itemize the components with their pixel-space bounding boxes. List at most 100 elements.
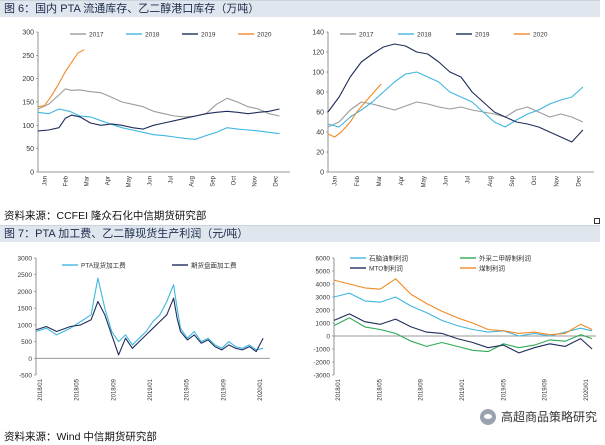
series-line-1 — [37, 108, 280, 140]
y-tick-label: -2000 — [313, 360, 330, 367]
x-tick-label: 2019/09 — [543, 378, 549, 400]
series-line-1 — [35, 297, 264, 356]
series-line-1 — [333, 317, 593, 353]
y-tick-label: 80 — [316, 90, 324, 97]
y-tick-label: 0 — [28, 356, 32, 363]
series-line-0 — [37, 88, 280, 118]
x-tick-label: Jan — [333, 176, 339, 186]
x-tick-label: Jun — [443, 176, 449, 186]
y-tick-label: 140 — [312, 30, 324, 37]
y-tick-label: 500 — [21, 339, 32, 346]
x-tick-label: Aug — [488, 176, 494, 187]
x-tick-label: Mar — [84, 176, 90, 186]
y-tick-label: 120 — [312, 50, 324, 57]
x-tick-label: Feb — [63, 175, 69, 186]
x-tick-label: 2019/05 — [501, 378, 507, 400]
series-line-2 — [37, 108, 280, 132]
legend-label: 期货盘面加工费 — [191, 261, 237, 270]
x-tick-label: Apr — [399, 176, 405, 185]
x-tick-label: May — [126, 176, 132, 187]
x-tick-label: 2019/01 — [148, 378, 154, 400]
y-tick-label: 3000 — [18, 256, 33, 263]
y-tick-label: 50 — [26, 146, 34, 153]
figure-7-title: 图 7：PTA 加工费、乙二醇现货生产利润（元/吨） — [0, 225, 600, 242]
series-line-1 — [327, 71, 584, 128]
figure-6-title: 图 6：国内 PTA 流通库存、乙二醇港口库存（万吨） — [0, 0, 600, 17]
series-line-2 — [327, 43, 584, 143]
y-tick-label: 200 — [22, 76, 34, 83]
x-tick-label: Jan — [42, 176, 48, 186]
legend-label: MTO制利润 — [369, 264, 403, 273]
x-tick-label: Nov — [252, 176, 258, 187]
x-tick-label: 2018/05 — [75, 378, 81, 400]
x-tick-label: Aug — [189, 176, 195, 187]
y-tick-label: 2000 — [316, 308, 331, 315]
x-tick-label: 2018/05 — [377, 378, 383, 400]
wechat-icon — [479, 408, 496, 425]
y-tick-label: 4000 — [316, 282, 331, 289]
x-tick-label: 2018/09 — [419, 378, 425, 400]
y-tick-label: 250 — [22, 53, 34, 60]
y-tick-label: 1000 — [316, 321, 331, 328]
x-tick-label: 2018/01 — [38, 378, 44, 400]
y-tick-label: 20 — [316, 150, 324, 157]
x-tick-label: Dec — [576, 176, 582, 187]
x-tick-label: 2018/09 — [111, 378, 117, 400]
y-tick-label: 1500 — [18, 306, 33, 313]
y-tick-label: 2500 — [18, 272, 33, 279]
y-tick-label: 1000 — [18, 322, 33, 329]
y-tick-label: -500 — [19, 373, 32, 380]
legend-label: 外采二甲醇制利润 — [479, 254, 531, 263]
series-line-0 — [333, 292, 593, 337]
y-tick-label: 0 — [320, 170, 324, 177]
x-tick-label: Oct — [231, 176, 237, 186]
x-tick-label: Mar — [377, 176, 383, 186]
y-tick-label: 5000 — [316, 269, 331, 276]
figure-7-source: 资料来源：Wind 中信期货研究部 — [4, 431, 157, 443]
x-tick-label: Apr — [105, 176, 111, 185]
y-tick-label: 100 — [312, 70, 324, 77]
y-tick-label: 300 — [22, 30, 34, 37]
legend-label: 2019 — [475, 32, 490, 39]
legend-label: 2020 — [533, 32, 548, 39]
y-tick-label: 0 — [30, 170, 34, 177]
chart-meg-port-inventory: 0 20 40 60 80 100 120 140 Jan Feb Mar Apr May Jun Jul A… — [312, 30, 594, 187]
chart-pta-inventory: 0 50 100 150 200 250 300 Jan Feb Mar Apr May Jun Jul A… — [22, 30, 290, 187]
x-tick-label: May — [421, 176, 427, 187]
x-tick-label: 2019/05 — [185, 378, 191, 400]
y-tick-label: 6000 — [316, 256, 331, 263]
square-marker-icon — [594, 218, 600, 224]
y-tick-label: 3000 — [316, 295, 331, 302]
y-tick-label: 150 — [22, 100, 34, 107]
x-tick-label: Nov — [554, 176, 560, 187]
chart-meg-profit: -3000 -2000 -1000 0 1000 2000 3000 4000 5000 6000… — [313, 254, 596, 401]
x-tick-label: 2020/01 — [584, 378, 590, 400]
series-line-2 — [333, 313, 593, 354]
x-tick-label: Sep — [510, 175, 516, 186]
x-tick-label: Jul — [466, 176, 472, 184]
y-tick-label: 40 — [316, 130, 324, 137]
x-tick-label: Feb — [355, 175, 361, 186]
x-tick-label: Jul — [168, 176, 174, 184]
legend-label: 石脑油制利润 — [369, 254, 408, 263]
series-line-3 — [327, 83, 382, 138]
legend-label: 2018 — [417, 32, 432, 39]
legend-label: 2020 — [257, 32, 272, 39]
x-tick-label: 2019/09 — [221, 378, 227, 400]
y-tick-label: 0 — [326, 334, 330, 341]
figure-6-source: 资料来源：CCFEI 隆众石化中信期货研究部 — [4, 210, 207, 222]
legend-label: PTA现货加工费 — [81, 261, 126, 270]
x-tick-label: Dec — [273, 176, 279, 187]
legend-label: 2017 — [89, 32, 104, 39]
legend-label: 2019 — [201, 32, 216, 39]
legend-label: 2018 — [145, 32, 160, 39]
y-tick-label: 100 — [22, 123, 34, 130]
x-tick-label: 2019/01 — [460, 378, 466, 400]
x-tick-label: Oct — [532, 176, 538, 186]
y-tick-label: 60 — [316, 110, 324, 117]
y-tick-label: -3000 — [313, 373, 330, 380]
chart-pta-processing-fee: -500 0 500 1000 1500 2000 2500 3000 2018/01 2018/… — [18, 256, 270, 401]
series-line-0 — [35, 277, 264, 351]
x-tick-label: 2020/01 — [258, 378, 264, 400]
y-tick-label: -1000 — [313, 347, 330, 354]
